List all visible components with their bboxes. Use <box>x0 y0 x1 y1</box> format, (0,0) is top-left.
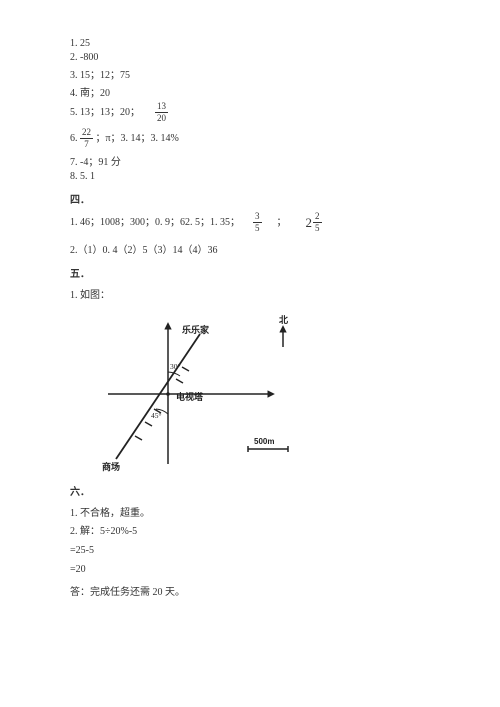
ans-1: 1. 25 <box>70 38 430 49</box>
label-north: 北 <box>279 314 288 325</box>
ans-3: 3. 15；12；75 <box>70 66 430 81</box>
sec6-l2: 2. 解：5÷20%-5 <box>70 522 430 537</box>
sec6-l4: =20 <box>70 564 430 575</box>
ans-5-pre: 5. 13；13；20； <box>70 107 140 118</box>
section-4-header: 四． <box>70 191 430 206</box>
ans-8: 8. 5. 1 <box>70 171 430 182</box>
ans-7: 7. -4；91 分 <box>70 153 430 168</box>
sec4-l1-pre: 1. 46；1008；300；0. 9；62. 5；1. 35； <box>70 217 240 228</box>
label-home: 乐乐家 <box>182 324 210 335</box>
sec5-line1: 1. 如图： <box>70 286 430 301</box>
ans-4: 4. 南；20 <box>70 84 430 99</box>
sec4-l1-mid: ； <box>277 217 287 228</box>
ans-6-pre: 6. <box>70 133 80 144</box>
ans-6-post: ；π；3. 14；3. 14% <box>96 133 179 144</box>
ans-6-fraction: 22 7 <box>80 128 93 149</box>
sec4-line1: 1. 46；1008；300；0. 9；62. 5；1. 35； 3 5 ； 2… <box>70 212 430 233</box>
ans-6: 6. 22 7 ；π；3. 14；3. 14% <box>70 128 430 149</box>
section-6-header: 六． <box>70 483 430 498</box>
sec4-l1-frac2: 2 5 <box>313 212 322 233</box>
ans-2: 2. -800 <box>70 52 430 63</box>
page-content: 1. 25 2. -800 3. 15；12；75 4. 南；20 5. 13；… <box>0 0 500 598</box>
label-scale: 500m <box>254 437 274 446</box>
angle-bottom: 45° <box>151 411 162 420</box>
label-shop: 商场 <box>102 461 120 472</box>
sec4-l1-mixed-whole: 2 <box>306 215 313 231</box>
section-5-header: 五． <box>70 265 430 280</box>
direction-diagram: 乐乐家 北 电视塔 商场 30° 45° 500m <box>98 309 308 474</box>
sec6-l5: 答：完成任务还需 20 天。 <box>70 583 430 598</box>
ans-5-fraction: 13 20 <box>155 102 168 123</box>
angle-top: 30° <box>170 362 181 371</box>
sec6-l1: 1. 不合格，超重。 <box>70 504 430 519</box>
ans-5: 5. 13；13；20； 13 20 <box>70 102 430 123</box>
sec4-l1-frac1: 3 5 <box>253 212 262 233</box>
sec6-l3: =25-5 <box>70 545 430 556</box>
sec4-line2: 2.（1）0. 4（2）5（3）14（4）36 <box>70 241 430 256</box>
label-tower: 电视塔 <box>176 391 204 402</box>
